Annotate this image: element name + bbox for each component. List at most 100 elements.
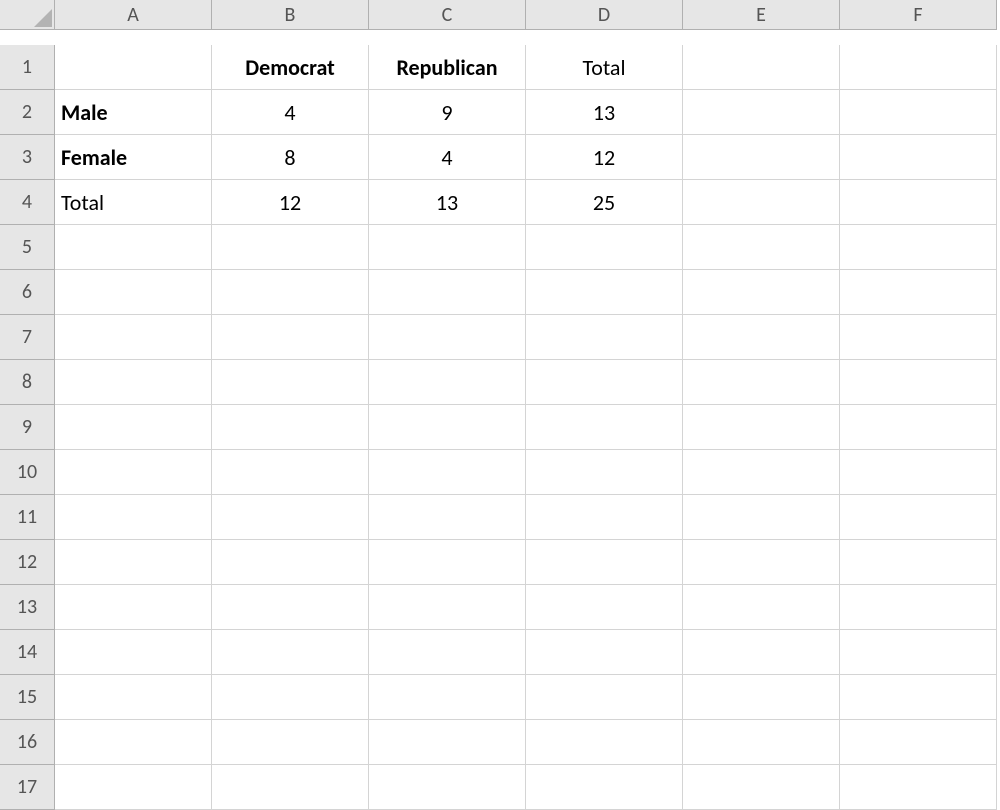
cell-D11[interactable] — [526, 495, 683, 540]
cell-F10[interactable] — [840, 450, 997, 495]
cell-D2[interactable]: 13 — [526, 90, 683, 135]
cell-E5[interactable] — [683, 225, 840, 270]
cell-C17[interactable] — [369, 765, 526, 810]
row-header-11[interactable]: 11 — [0, 495, 55, 540]
cell-E13[interactable] — [683, 585, 840, 630]
cell-E8[interactable] — [683, 360, 840, 405]
cell-B11[interactable] — [212, 495, 369, 540]
cell-D10[interactable] — [526, 450, 683, 495]
cell-C14[interactable] — [369, 630, 526, 675]
cell-C16[interactable] — [369, 720, 526, 765]
cell-D9[interactable] — [526, 405, 683, 450]
row-header-15[interactable]: 15 — [0, 675, 55, 720]
cell-B13[interactable] — [212, 585, 369, 630]
row-header-1[interactable]: 1 — [0, 45, 55, 90]
cell-E12[interactable] — [683, 540, 840, 585]
cell-F6[interactable] — [840, 270, 997, 315]
cell-F14[interactable] — [840, 630, 997, 675]
column-header-A[interactable]: A — [55, 0, 212, 30]
cell-A4[interactable]: Total — [55, 180, 212, 225]
cell-D13[interactable] — [526, 585, 683, 630]
cell-C5[interactable] — [369, 225, 526, 270]
cell-A8[interactable] — [55, 360, 212, 405]
cell-A14[interactable] — [55, 630, 212, 675]
cell-B6[interactable] — [212, 270, 369, 315]
cell-E7[interactable] — [683, 315, 840, 360]
row-header-2[interactable]: 2 — [0, 90, 55, 135]
cell-F3[interactable] — [840, 135, 997, 180]
cell-D14[interactable] — [526, 630, 683, 675]
cell-F5[interactable] — [840, 225, 997, 270]
row-header-12[interactable]: 12 — [0, 540, 55, 585]
cell-B9[interactable] — [212, 405, 369, 450]
cell-B10[interactable] — [212, 450, 369, 495]
cell-A12[interactable] — [55, 540, 212, 585]
cell-C8[interactable] — [369, 360, 526, 405]
cell-A16[interactable] — [55, 720, 212, 765]
cell-F8[interactable] — [840, 360, 997, 405]
row-header-9[interactable]: 9 — [0, 405, 55, 450]
cell-B7[interactable] — [212, 315, 369, 360]
cell-C15[interactable] — [369, 675, 526, 720]
cell-F17[interactable] — [840, 765, 997, 810]
cell-B14[interactable] — [212, 630, 369, 675]
cell-B16[interactable] — [212, 720, 369, 765]
cell-E15[interactable] — [683, 675, 840, 720]
cell-D6[interactable] — [526, 270, 683, 315]
cell-D17[interactable] — [526, 765, 683, 810]
cell-B5[interactable] — [212, 225, 369, 270]
cell-E6[interactable] — [683, 270, 840, 315]
column-header-B[interactable]: B — [212, 0, 369, 30]
select-all-corner[interactable] — [0, 0, 55, 30]
cell-C10[interactable] — [369, 450, 526, 495]
column-header-F[interactable]: F — [840, 0, 997, 30]
cell-B1[interactable]: Democrat — [212, 45, 369, 90]
cell-C11[interactable] — [369, 495, 526, 540]
row-header-7[interactable]: 7 — [0, 315, 55, 360]
cell-F12[interactable] — [840, 540, 997, 585]
cell-C7[interactable] — [369, 315, 526, 360]
cell-D7[interactable] — [526, 315, 683, 360]
row-header-8[interactable]: 8 — [0, 360, 55, 405]
cell-E2[interactable] — [683, 90, 840, 135]
cell-A2[interactable]: Male — [55, 90, 212, 135]
column-header-C[interactable]: C — [369, 0, 526, 30]
cell-C3[interactable]: 4 — [369, 135, 526, 180]
cell-F15[interactable] — [840, 675, 997, 720]
row-header-6[interactable]: 6 — [0, 270, 55, 315]
cell-E4[interactable] — [683, 180, 840, 225]
cell-D4[interactable]: 25 — [526, 180, 683, 225]
spreadsheet-grid[interactable]: ABCDEF1DemocratRepublicanTotal2Male49133… — [0, 0, 1000, 810]
row-header-10[interactable]: 10 — [0, 450, 55, 495]
cell-E9[interactable] — [683, 405, 840, 450]
cell-F2[interactable] — [840, 90, 997, 135]
cell-F11[interactable] — [840, 495, 997, 540]
cell-F7[interactable] — [840, 315, 997, 360]
cell-A10[interactable] — [55, 450, 212, 495]
cell-E10[interactable] — [683, 450, 840, 495]
cell-A5[interactable] — [55, 225, 212, 270]
cell-B2[interactable]: 4 — [212, 90, 369, 135]
cell-A3[interactable]: Female — [55, 135, 212, 180]
cell-B3[interactable]: 8 — [212, 135, 369, 180]
cell-C9[interactable] — [369, 405, 526, 450]
cell-B15[interactable] — [212, 675, 369, 720]
cell-D3[interactable]: 12 — [526, 135, 683, 180]
cell-A7[interactable] — [55, 315, 212, 360]
cell-D16[interactable] — [526, 720, 683, 765]
cell-D15[interactable] — [526, 675, 683, 720]
cell-D1[interactable]: Total — [526, 45, 683, 90]
cell-C4[interactable]: 13 — [369, 180, 526, 225]
cell-A11[interactable] — [55, 495, 212, 540]
cell-B4[interactable]: 12 — [212, 180, 369, 225]
cell-D8[interactable] — [526, 360, 683, 405]
cell-E14[interactable] — [683, 630, 840, 675]
cell-B8[interactable] — [212, 360, 369, 405]
row-header-4[interactable]: 4 — [0, 180, 55, 225]
cell-D12[interactable] — [526, 540, 683, 585]
cell-B17[interactable] — [212, 765, 369, 810]
cell-C2[interactable]: 9 — [369, 90, 526, 135]
cell-C13[interactable] — [369, 585, 526, 630]
column-header-D[interactable]: D — [526, 0, 683, 30]
cell-C1[interactable]: Republican — [369, 45, 526, 90]
